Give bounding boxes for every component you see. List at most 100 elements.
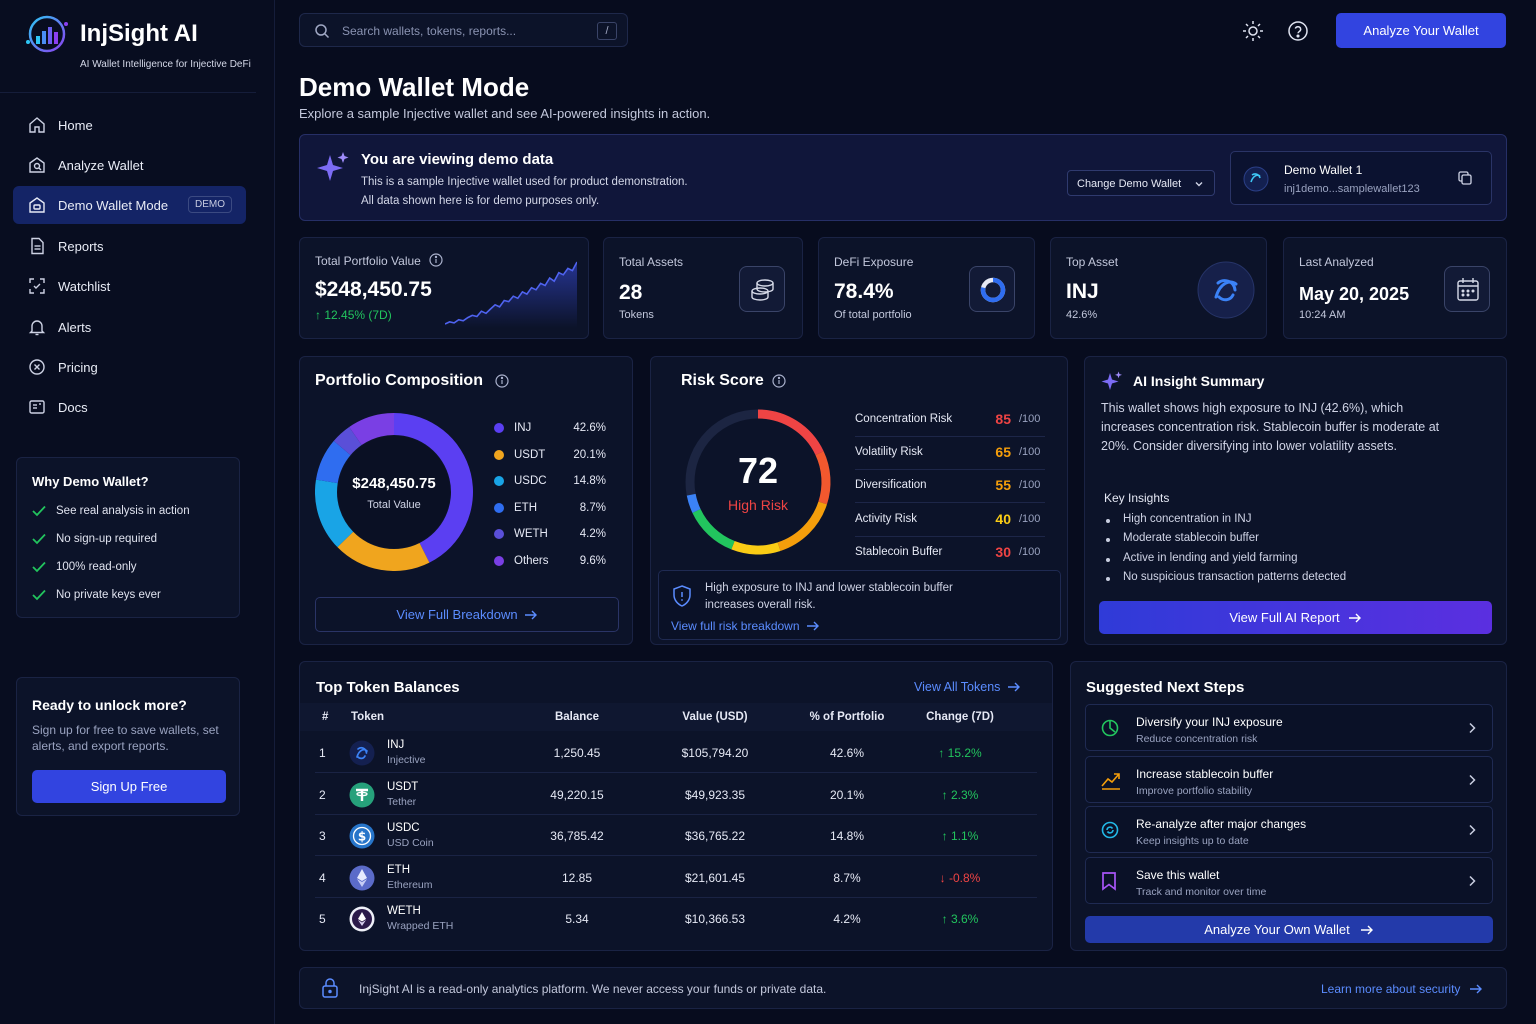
diversify-icon xyxy=(1100,718,1120,738)
stat-defi-sub: Of total portfolio xyxy=(834,309,912,321)
sidebar-item-pricing[interactable]: Pricing xyxy=(13,348,246,386)
table-row[interactable]: 4 ETH Ethereum 12.85 $21,601.45 8.7% ↓ -0.8% xyxy=(300,857,1052,898)
why-demo-item: 100% read-only xyxy=(32,561,137,573)
info-icon[interactable] xyxy=(429,253,443,267)
composition-center-value: $248,450.75 xyxy=(352,475,436,492)
app-name: InjSight AI xyxy=(80,20,198,47)
token-name: Ethereum xyxy=(387,878,433,891)
risk-factor-score: 65 xyxy=(995,444,1011,461)
search-shortcut: / xyxy=(597,22,617,40)
view-all-tokens-label: View All Tokens xyxy=(914,680,1001,694)
help-icon[interactable] xyxy=(1287,20,1309,42)
stat-last-sub: 10:24 AM xyxy=(1299,309,1346,321)
key-insight-item: Moderate stablecoin buffer xyxy=(1123,532,1259,545)
legend-dot xyxy=(494,476,504,486)
sidebar-item-label: Alerts xyxy=(58,319,92,335)
tokens-title: Top Token Balances xyxy=(316,679,460,696)
copy-icon[interactable] xyxy=(1457,170,1473,186)
check-icon xyxy=(32,589,46,601)
watchlist-icon xyxy=(28,277,46,295)
next-step-title: Re-analyze after major changes xyxy=(1136,817,1307,831)
check-icon xyxy=(32,505,46,517)
stat-defi-value: 78.4% xyxy=(834,280,894,303)
sidebar-item-home[interactable]: Home xyxy=(13,106,246,144)
sidebar-item-label: Watchlist xyxy=(58,278,111,294)
risk-factor-name: Stablecoin Buffer xyxy=(855,545,943,558)
token-pct: 4.2% xyxy=(833,912,861,926)
risk-factor-divider xyxy=(855,469,1045,471)
sidebar-item-analyze-wallet[interactable]: Analyze Wallet xyxy=(13,146,246,184)
sidebar-item-reports[interactable]: Reports xyxy=(13,227,246,265)
sign-up-button[interactable]: Sign Up Free xyxy=(32,770,226,803)
learn-security-link[interactable]: Learn more about security xyxy=(1321,982,1483,996)
risk-factor-max: /100 xyxy=(1019,479,1041,492)
next-steps-card: Suggested Next Steps Analyze Your Own Wa… xyxy=(1070,661,1507,951)
theme-toggle-icon[interactable] xyxy=(1242,20,1264,42)
token-symbol: ETH xyxy=(387,863,410,876)
next-step-item[interactable]: Increase stablecoin buffer Improve portfo… xyxy=(1085,756,1493,803)
legend-dot xyxy=(494,449,504,460)
row-divider xyxy=(315,772,1037,773)
risk-factor-score: 40 xyxy=(995,510,1011,527)
risk-factor-score: 85 xyxy=(995,411,1011,427)
injective-logo-icon xyxy=(1243,166,1269,192)
analyze-wallet-button[interactable]: Analyze Your Wallet xyxy=(1336,13,1506,48)
analyze-own-wallet-label: Analyze Your Own Wallet xyxy=(1204,922,1350,937)
usdc-token-icon: $ xyxy=(349,823,375,849)
info-icon[interactable] xyxy=(772,374,786,388)
ai-summary-card: AI Insight Summary This wallet shows hig… xyxy=(1084,356,1507,645)
arrow-right-icon xyxy=(1348,612,1362,624)
bullet-icon xyxy=(1106,557,1110,562)
donut-slice-usdt xyxy=(337,531,430,571)
view-risk-breakdown-link[interactable]: View full risk breakdown xyxy=(671,619,820,633)
view-ai-report-button[interactable]: View Full AI Report xyxy=(1099,601,1492,634)
unlock-text: Sign up for free to save wallets, set al… xyxy=(32,723,219,753)
next-step-item[interactable]: Re-analyze after major changes Keep insig… xyxy=(1085,806,1493,853)
sidebar-item-watchlist[interactable]: Watchlist xyxy=(13,267,246,305)
table-row[interactable]: 3 $ USDC USD Coin 36,785.42 $36,765.22 14.8% ↑ … xyxy=(300,815,1052,856)
view-full-breakdown-button[interactable]: View Full Breakdown xyxy=(315,597,619,632)
table-header-cell: Token xyxy=(351,711,385,723)
info-icon[interactable] xyxy=(495,374,509,388)
legend-value: 9.6% xyxy=(579,554,606,567)
view-all-tokens-link[interactable]: View All Tokens xyxy=(914,680,1021,694)
why-demo-item-label: No private keys ever xyxy=(56,589,161,601)
table-header-row xyxy=(300,703,1052,731)
search-input[interactable]: Search wallets, tokens, reports... / xyxy=(299,13,628,47)
sidebar-item-docs[interactable]: Docs xyxy=(13,388,246,426)
why-demo-card: Why Demo Wallet? See real analysis in ac… xyxy=(16,457,240,618)
key-insight-item: High concentration in INJ xyxy=(1123,513,1252,525)
coins-icon xyxy=(739,266,785,312)
token-value: $21,601.45 xyxy=(684,870,746,885)
gauge-segment xyxy=(777,501,827,551)
legend-label: USDC xyxy=(514,475,547,487)
next-step-item[interactable]: Diversify your INJ exposure Reduce concen… xyxy=(1085,704,1493,751)
risk-factor-name: Volatility Risk xyxy=(855,446,923,459)
token-balance: 1,250.45 xyxy=(553,746,601,760)
change-demo-wallet-select[interactable]: Change Demo Wallet xyxy=(1067,170,1215,196)
risk-factor-max: /100 xyxy=(1019,413,1041,425)
sidebar-item-demo-wallet-mode[interactable]: Demo Wallet Mode DEMO xyxy=(13,186,246,224)
table-row[interactable]: 2 USDT Tether 49,220.15 $49,923.35 20.1% ↑ 2.3… xyxy=(300,774,1052,815)
stat-top-value: INJ xyxy=(1066,280,1099,303)
table-row[interactable]: 1 INJ Injective 1,250.45 $105,794.20 42.6% ↑ 1… xyxy=(300,732,1052,773)
next-step-sub: Reduce concentration risk xyxy=(1136,733,1258,745)
logo-icon xyxy=(22,12,72,56)
stat-defi-label: DeFi Exposure xyxy=(834,255,914,269)
learn-security-label: Learn more about security xyxy=(1321,982,1461,996)
table-row[interactable]: 5 WETH Wrapped ETH 5.34 $10,366.53 4.2% ↑ 3.6% xyxy=(300,898,1052,939)
demo-banner-line1: This is a sample Injective wallet used f… xyxy=(361,176,688,188)
donut-slice-inj xyxy=(394,413,473,563)
key-insights-title: Key Insights xyxy=(1104,491,1170,505)
token-pct: 8.7% xyxy=(833,870,861,885)
shield-icon xyxy=(672,585,692,607)
next-step-item[interactable]: Save this wallet Track and monitor over t… xyxy=(1085,857,1493,904)
bell-icon xyxy=(28,318,46,336)
analyze-own-wallet-button[interactable]: Analyze Your Own Wallet xyxy=(1085,916,1493,943)
legend-label: Others xyxy=(514,554,549,567)
token-name: USD Coin xyxy=(387,837,434,849)
sidebar-item-alerts[interactable]: Alerts xyxy=(13,308,246,346)
analyze-icon xyxy=(28,156,46,174)
defi-ring-icon xyxy=(969,266,1015,312)
table-header-cell: Change (7D) xyxy=(926,711,994,723)
